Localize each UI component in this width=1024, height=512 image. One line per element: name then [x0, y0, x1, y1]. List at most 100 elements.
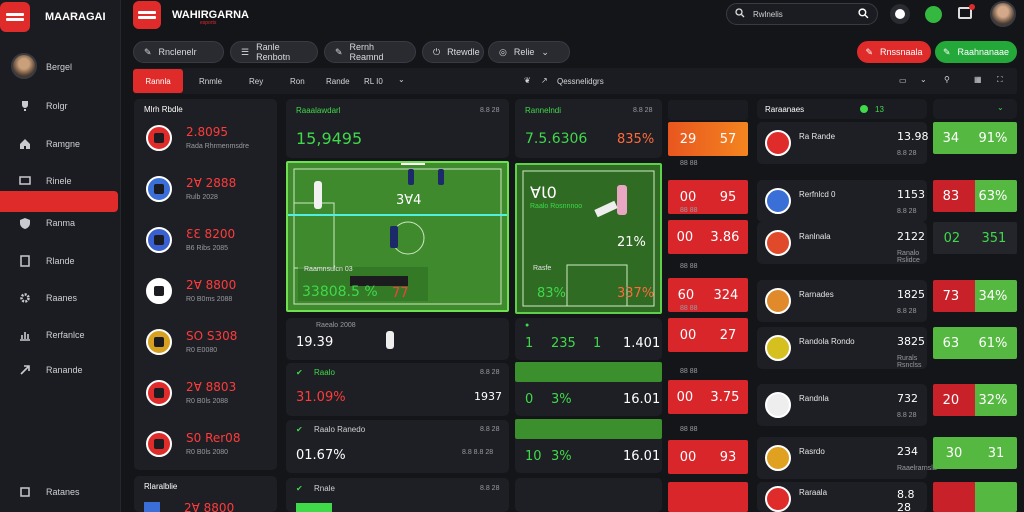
sidebar-item-7[interactable]: Ranande [0, 359, 121, 381]
team-row[interactable]: Rerfnlcd 0 1153 8.8 28 [757, 180, 927, 222]
calendar-icon[interactable]: ▭ [899, 76, 907, 85]
match-item[interactable]: 2Ɐ 8800 R0 B0ms 2088 [134, 266, 277, 316]
search-input[interactable]: Rwlnelis [753, 9, 783, 19]
tab-0[interactable]: Rnmle [199, 77, 223, 86]
team-stat-cell[interactable]: 63 61% [933, 327, 1017, 359]
row-left-1[interactable]: ✔ Raalo 8.8 28 31.09% 1937 [286, 363, 509, 416]
row-left-2[interactable]: ✔ Raalo Ranedo 8.8 28 01.67% 8.8 8.8 28 [286, 420, 509, 473]
tab-1[interactable]: Rey [249, 77, 264, 86]
filter-pill-4[interactable]: ◎ Relie ⌄ [488, 41, 570, 63]
row-mid-1[interactable]: 0 3% 16.01 [515, 382, 662, 416]
team-stat-cell[interactable]: 73 34% [933, 280, 1017, 312]
odds-cell[interactable]: 29 57 [668, 122, 748, 156]
sidebar-item-3[interactable]: Ranma [0, 212, 121, 234]
tab-3[interactable]: Rande [326, 77, 350, 86]
match-sub: Rulb 2028 [186, 194, 218, 201]
team-row[interactable]: Raraala 8.8 28 [757, 482, 927, 512]
search-icon[interactable]: ⚲ [944, 75, 950, 84]
profile-avatar[interactable] [990, 1, 1016, 27]
chevron-down-icon[interactable]: ⌄ [398, 75, 405, 84]
player-figure [390, 226, 398, 248]
match-item[interactable]: 2Ɐ 2888 Rulb 2028 [134, 164, 277, 214]
action-button-green[interactable]: ✎ Raahnanaae [935, 41, 1017, 63]
team-name: Rarnades [799, 290, 834, 299]
team-stat-a: 34 [942, 130, 960, 146]
row-mid-0[interactable]: ● 1 235 1 1.401 [515, 318, 662, 360]
team-crest [765, 288, 791, 314]
twitter-icon[interactable]: ❦ [524, 76, 531, 85]
avatar-small[interactable] [890, 4, 910, 24]
chevron-down-icon[interactable]: ⌄ [920, 75, 927, 84]
search-submit-icon[interactable] [858, 7, 869, 21]
chevron-down-icon[interactable]: ⌄ [997, 103, 1004, 112]
field1-bottom-bar [350, 276, 408, 286]
field1-pitch[interactable]: 3Ɐ4 Raamnsulcn 03 33808.5 % 77 [286, 161, 509, 312]
team-stat-cell[interactable]: 30 31 [933, 437, 1017, 469]
row-mid-2-bar [515, 419, 662, 439]
team-row[interactable]: Ranlnala 2122 Ranalo Rslidce [757, 222, 927, 264]
match-item[interactable]: SO S308 R0 E0080 [134, 317, 277, 367]
notification-icon[interactable] [958, 4, 975, 19]
row-mid-2[interactable]: 10 3% 16.01 [515, 439, 662, 473]
team-stat-cell[interactable]: 83 63% [933, 180, 1017, 212]
brand-logo[interactable] [133, 1, 161, 29]
sidebar-item-0[interactable]: Rolgr [0, 95, 121, 117]
match-item[interactable]: ƐƐ 8200 B6 Ribs 2085 [134, 215, 277, 265]
team-row[interactable]: Ra Rande 13.98 8.8 28 [757, 122, 929, 164]
shield-icon [18, 216, 32, 230]
odds-cell[interactable]: 00 3.86 [668, 220, 748, 254]
match-item[interactable]: 2.8095 Rada Rhrmenmsdre [134, 113, 277, 163]
search-box[interactable]: Rwlnelis [726, 3, 878, 25]
grid-icon[interactable]: ▦ [974, 75, 982, 84]
odds-cell[interactable] [668, 482, 748, 512]
filter-pill-0[interactable]: ✎ Rnclenelr [133, 41, 224, 63]
avatar[interactable] [11, 53, 37, 79]
sidebar-item-2[interactable]: Rinele [0, 170, 121, 192]
app-logo[interactable] [0, 2, 30, 32]
filter-pill-1[interactable]: ☰ Ranle Renbotn [230, 41, 318, 63]
odds-cell[interactable]: 00 27 [668, 318, 748, 352]
expand-icon[interactable]: ⛶ [997, 75, 1003, 84]
row-left-0[interactable]: Raealo 2008 19.39 [286, 318, 509, 360]
team-row[interactable]: Randola Rondo 3825 Rurals Rsnclss [757, 327, 927, 369]
sidebar-item-4[interactable]: Rlande [0, 250, 121, 272]
sidebar-item-1[interactable]: Ramgne [0, 133, 121, 155]
team-row[interactable]: Randnla 732 8.8 28 [757, 384, 927, 426]
live-dot-icon [860, 105, 868, 113]
team-stat-cell[interactable]: 02 351 [933, 222, 1017, 254]
odds-cell[interactable]: 00 3.75 [668, 380, 748, 414]
tab-2[interactable]: Ron [290, 77, 305, 86]
row-left-3[interactable]: ✔ Rnale 8.8 28 [286, 478, 509, 512]
field2-pitch[interactable]: ⱯƖ0 Raalo Rosnnnoo 21% Rasfe 83% 337% [515, 163, 662, 314]
sidebar-item-5[interactable]: Raanes [0, 287, 121, 309]
team-stat-cell[interactable] [933, 482, 1017, 512]
team-stat-cell[interactable]: 20 32% [933, 384, 1017, 416]
match-item[interactable]: S0 Rer08 R0 B0ls 2080 [134, 419, 277, 469]
row-mid-3[interactable] [515, 478, 662, 512]
odds-cell[interactable]: 60 324 [668, 278, 748, 312]
match-item[interactable]: 2Ɐ 8803 R0 B0ls 2088 [134, 368, 277, 418]
odds-cell[interactable]: 00 93 [668, 440, 748, 474]
tab-active[interactable]: Rannla [133, 69, 183, 93]
team-row[interactable]: Rasrdo 234 Raaelrarnsla [757, 437, 937, 479]
action-button-red[interactable]: ✎ Rnssnaala [857, 41, 931, 63]
tab-4[interactable]: RL I0 [364, 77, 383, 86]
edit-icon: ✎ [942, 46, 951, 57]
match-sub: B6 Ribs 2085 [186, 245, 229, 252]
team-crest [146, 125, 172, 151]
team-crest [765, 486, 791, 512]
team-stat-b: 63% [978, 188, 1008, 204]
team-name: Rerfnlcd 0 [799, 190, 836, 199]
filter-pill-2[interactable]: ✎ Rernh Reamnd [324, 41, 416, 63]
filter-pill-3[interactable]: ⏻ Rtewdle [422, 41, 484, 63]
dot-icon: ● [525, 322, 530, 329]
sidebar-footer[interactable]: Ratanes [0, 481, 121, 503]
share-icon[interactable]: ↗ [541, 76, 548, 85]
sidebar-item-active[interactable] [0, 191, 118, 212]
odds-cell[interactable]: 00 95 [668, 180, 748, 214]
online-status-icon[interactable] [925, 6, 942, 23]
team-stat-cell[interactable]: 34 91% [933, 122, 1017, 154]
sidebar-item-6[interactable]: Rerfanlce [0, 324, 121, 346]
team-row[interactable]: Rarnades 1825 8.8 28 [757, 280, 927, 322]
subnav-right-label: Qessnelidgrs [557, 77, 604, 86]
